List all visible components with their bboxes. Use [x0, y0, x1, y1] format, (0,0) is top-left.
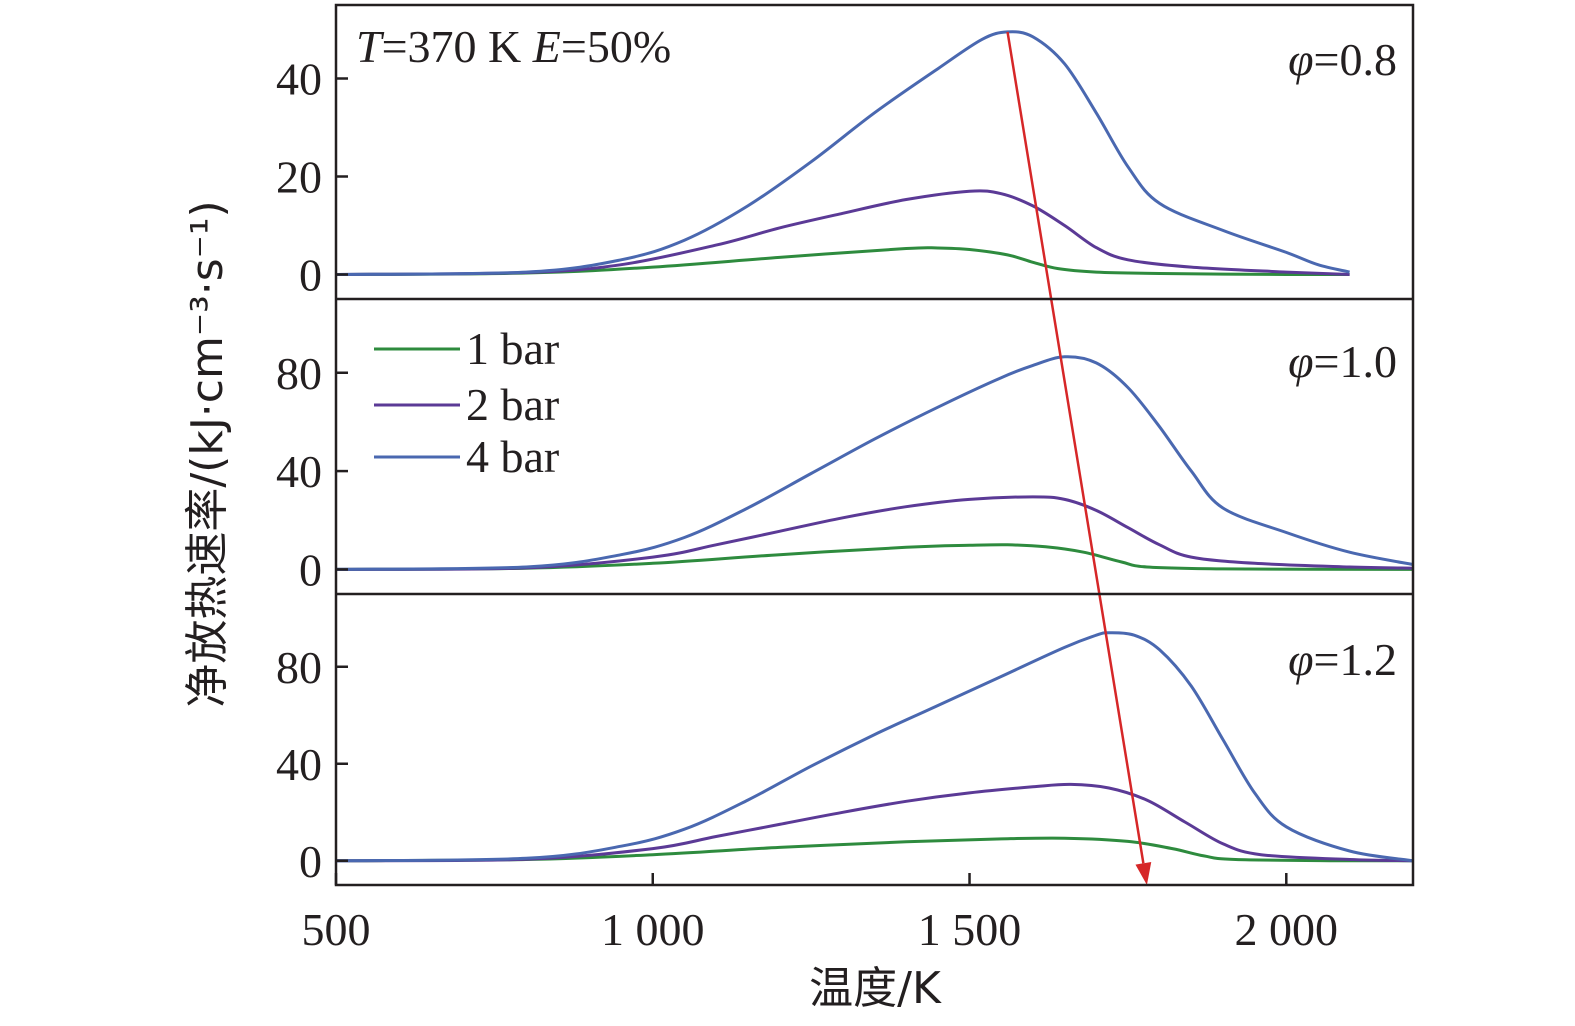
legend-label-2-bar: 2 bar [466, 379, 559, 430]
series-line-phi1.0-4-bar [336, 355, 1413, 571]
x-tick-label: 1 000 [601, 904, 705, 955]
series-line-phi0.8-1-bar [336, 246, 1350, 277]
series-line-phi0.8-4-bar [336, 30, 1350, 276]
y-tick-label: 20 [276, 152, 322, 203]
y-tick-label: 40 [276, 739, 322, 790]
series-line-phi1.0-1-bar [336, 543, 1413, 571]
series-line-phi1.2-4-bar [336, 631, 1413, 863]
y-axis-title: 净放热速率/(kJ·cm⁻³·s⁻¹) [182, 200, 233, 707]
series-line-phi1.2-2-bar [336, 782, 1413, 863]
plot-area [336, 30, 1413, 885]
panel-label-phi-0.8: φ=0.8 [1288, 34, 1397, 85]
y-tick-label: 0 [299, 544, 322, 595]
y-tick-label: 0 [299, 836, 322, 887]
x-tick-label: 1 500 [918, 904, 1022, 955]
trend-arrow-shaft [1006, 31, 1145, 864]
legend-label-1-bar: 1 bar [466, 323, 559, 374]
y-tick-label: 80 [276, 348, 322, 399]
x-axis-title: 温度/K [809, 963, 942, 1014]
y-tick-label: 40 [276, 446, 322, 497]
trend-arrow-head [1135, 861, 1152, 885]
series-line-phi1.0-2-bar [336, 495, 1413, 571]
series-line-phi0.8-2-bar [336, 189, 1350, 276]
condition-annotation: T=370 K E=50% [356, 21, 671, 72]
x-tick-label: 2 000 [1235, 904, 1339, 955]
legend-label-4-bar: 4 bar [466, 431, 559, 482]
plot-frame [334, 3, 1415, 887]
panel-label-phi-1.2: φ=1.2 [1288, 634, 1397, 685]
y-tick-label: 40 [276, 54, 322, 105]
legend: 1 bar 2 bar 4 bar [374, 323, 559, 482]
y-tick-label: 80 [276, 642, 322, 693]
axis-ticks: 0 20 40 0 40 80 0 40 80 500 1 000 1 500 2 000 [276, 54, 1338, 956]
y-tick-label: 0 [299, 250, 322, 301]
series-line-phi1.2-1-bar [336, 836, 1413, 863]
x-tick-label: 500 [302, 904, 371, 955]
axes-frame [334, 3, 1415, 887]
panel-label-phi-1.0: φ=1.0 [1288, 336, 1397, 387]
